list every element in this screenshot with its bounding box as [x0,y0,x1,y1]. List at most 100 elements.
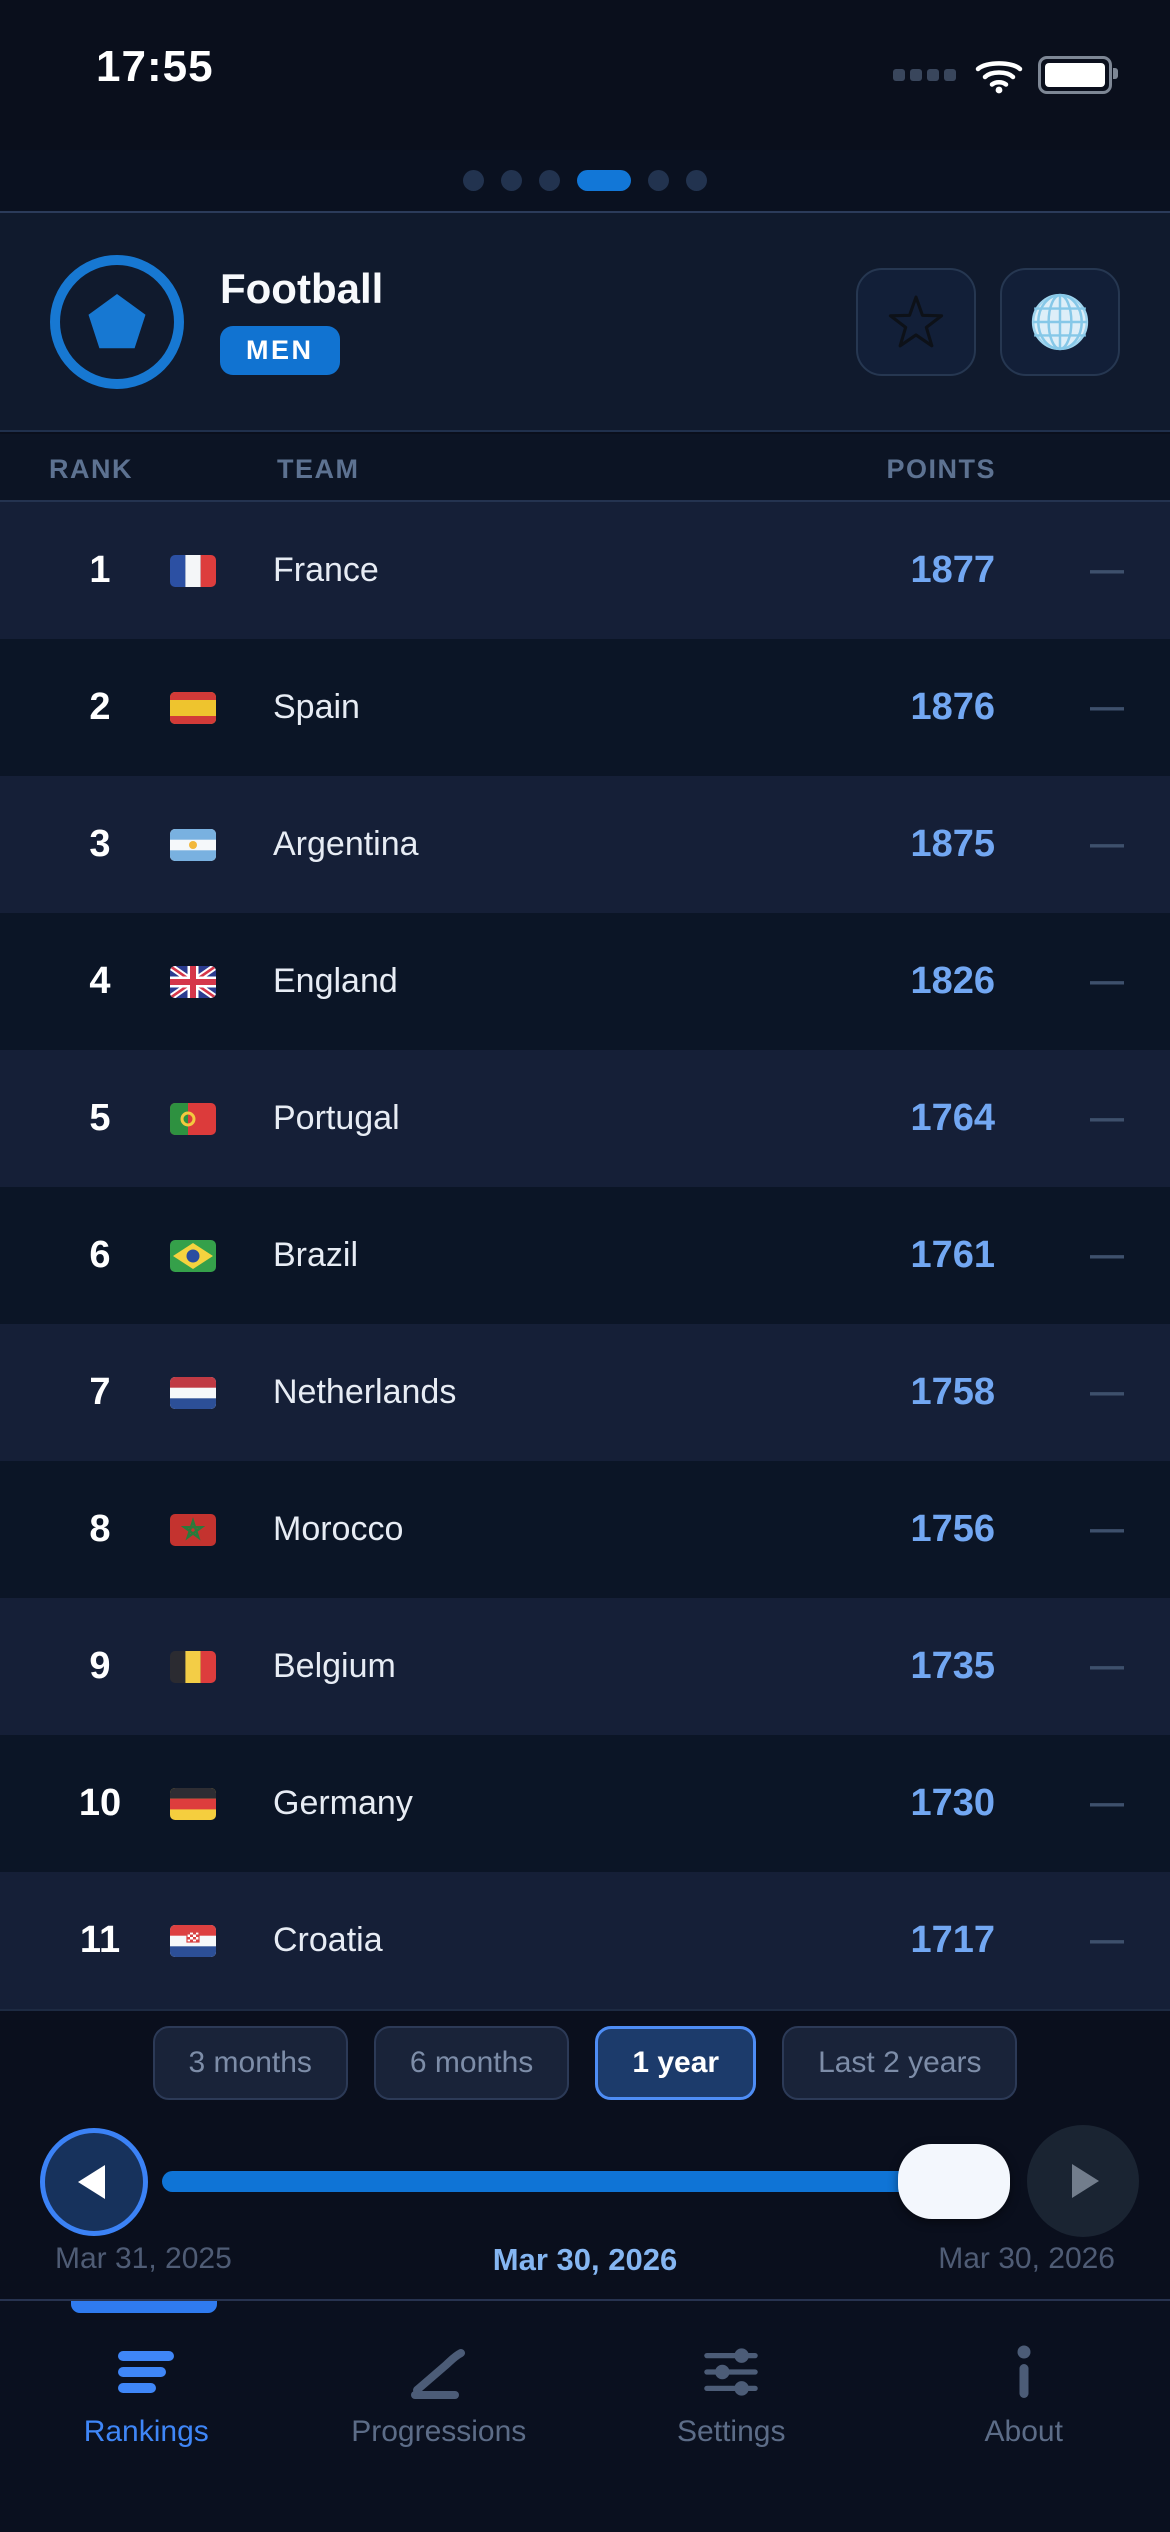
points-value: 1756 [910,1508,995,1550]
team-name: Croatia [273,1921,383,1959]
rank-value: 1 [89,549,111,591]
page-dot-active[interactable] [577,170,631,191]
team-name: Morocco [273,1510,404,1548]
cellular-dots-icon [893,69,956,81]
status-icons [893,56,1118,94]
column-points: POINTS [886,454,996,484]
trend-dash-icon: — [1090,1373,1124,1411]
flag-icon [170,1787,216,1820]
tab-rankings[interactable]: Rankings [0,2345,293,2449]
rank-value: 3 [89,823,111,865]
table-row[interactable]: 7 Netherlands 1758 — [0,1324,1170,1461]
points-value: 1717 [910,1919,995,1961]
page-title: Football [220,265,384,312]
status-bar: 17:55 [0,0,1170,150]
tab-about[interactable]: About [878,2345,1170,2449]
tab-label: Settings [677,2415,786,2448]
period-3-months-button[interactable]: 3 months [152,2026,348,2100]
header-actions [856,267,1120,376]
end-date-label: Mar 30, 2026 [938,2242,1115,2275]
table-row[interactable]: 5 Portugal 1764 — [0,1050,1170,1187]
table-row[interactable]: 3 Argentina 1875 — [0,776,1170,913]
page-dot[interactable] [501,170,522,191]
favorite-button[interactable] [856,267,976,376]
table-row[interactable]: 4 England 1826 — [0,913,1170,1050]
flag-icon [170,691,216,724]
team-name: France [273,551,379,589]
points-value: 1735 [910,1645,995,1687]
points-value: 1761 [910,1234,995,1276]
flag-icon [170,1513,216,1546]
points-value: 1730 [910,1782,995,1824]
timeline-slider-thumb[interactable] [898,2144,1010,2219]
flag-icon [170,1102,216,1135]
start-date-label: Mar 31, 2025 [55,2242,232,2275]
timeline-slider [0,2124,1170,2238]
team-name: Netherlands [273,1373,457,1411]
points-value: 1764 [910,1097,995,1139]
rankings-list-icon [118,2345,175,2399]
region-button[interactable] [1000,267,1120,376]
table-header: RANK TEAM POINTS [0,434,1170,502]
progression-chart-icon [408,2345,470,2399]
period-last-2-years-button[interactable]: Last 2 years [782,2026,1018,2100]
page-dot[interactable] [648,170,669,191]
forward-triangle-icon [1072,2164,1099,2198]
trend-dash-icon: — [1090,551,1124,589]
step-forward-button[interactable] [1027,2125,1139,2237]
points-value: 1826 [910,960,995,1002]
team-name: England [273,962,398,1000]
period-1-year-button[interactable]: 1 year [595,2026,757,2100]
sport-header: Football MEN [0,213,1170,432]
team-name: Portugal [273,1099,400,1137]
page-dot[interactable] [463,170,484,191]
wifi-icon [975,61,1023,94]
team-name: Brazil [273,1236,359,1274]
battery-icon [1038,56,1118,94]
team-name: Germany [273,1784,413,1822]
points-value: 1877 [910,549,995,591]
page-dot[interactable] [539,170,560,191]
table-row[interactable]: 11 Croatia 1717 — [0,1872,1170,2009]
rank-value: 11 [79,1919,121,1961]
table-row[interactable]: 2 Spain 1876 — [0,639,1170,776]
table-row[interactable]: 1 France 1877 — [0,502,1170,639]
period-6-months-button[interactable]: 6 months [373,2026,570,2100]
rank-value: 8 [89,1508,111,1550]
page-dot[interactable] [686,170,707,191]
page-indicator[interactable] [0,150,1170,213]
flag-icon [170,828,216,861]
tab-settings[interactable]: Settings [585,2345,878,2449]
trend-dash-icon: — [1090,1236,1124,1274]
points-value: 1875 [910,823,995,865]
active-tab-indicator [71,2301,217,2313]
team-name: Argentina [273,825,419,863]
rank-value: 10 [78,1782,122,1824]
points-value: 1876 [910,686,995,728]
table-row[interactable]: 8 Morocco 1756 — [0,1461,1170,1598]
rank-value: 7 [89,1371,111,1413]
flag-icon [170,1650,216,1683]
trend-dash-icon: — [1090,1099,1124,1137]
current-date-label: Mar 30, 2026 [492,2242,678,2277]
table-row[interactable]: 9 Belgium 1735 — [0,1598,1170,1735]
team-name: Belgium [273,1647,396,1685]
globe-icon [1031,293,1089,350]
table-row[interactable]: 6 Brazil 1761 — [0,1187,1170,1324]
timeline-slider-track[interactable] [162,2171,1010,2192]
back-triangle-icon [78,2165,105,2199]
trend-dash-icon: — [1090,688,1124,726]
trend-dash-icon: — [1090,962,1124,1000]
star-icon [888,295,944,347]
tab-progressions[interactable]: Progressions [293,2345,586,2449]
timeline-controls: 3 months 6 months 1 year Last 2 years Ma… [0,2009,1170,2301]
flag-icon [170,554,216,587]
rank-value: 6 [89,1234,111,1276]
column-rank: RANK [49,454,133,484]
rank-value: 9 [89,1645,111,1687]
pentagon-crest-icon [50,254,184,389]
table-row[interactable]: 10 Germany 1730 — [0,1735,1170,1872]
points-value: 1758 [910,1371,995,1413]
step-back-button[interactable] [40,2128,148,2236]
